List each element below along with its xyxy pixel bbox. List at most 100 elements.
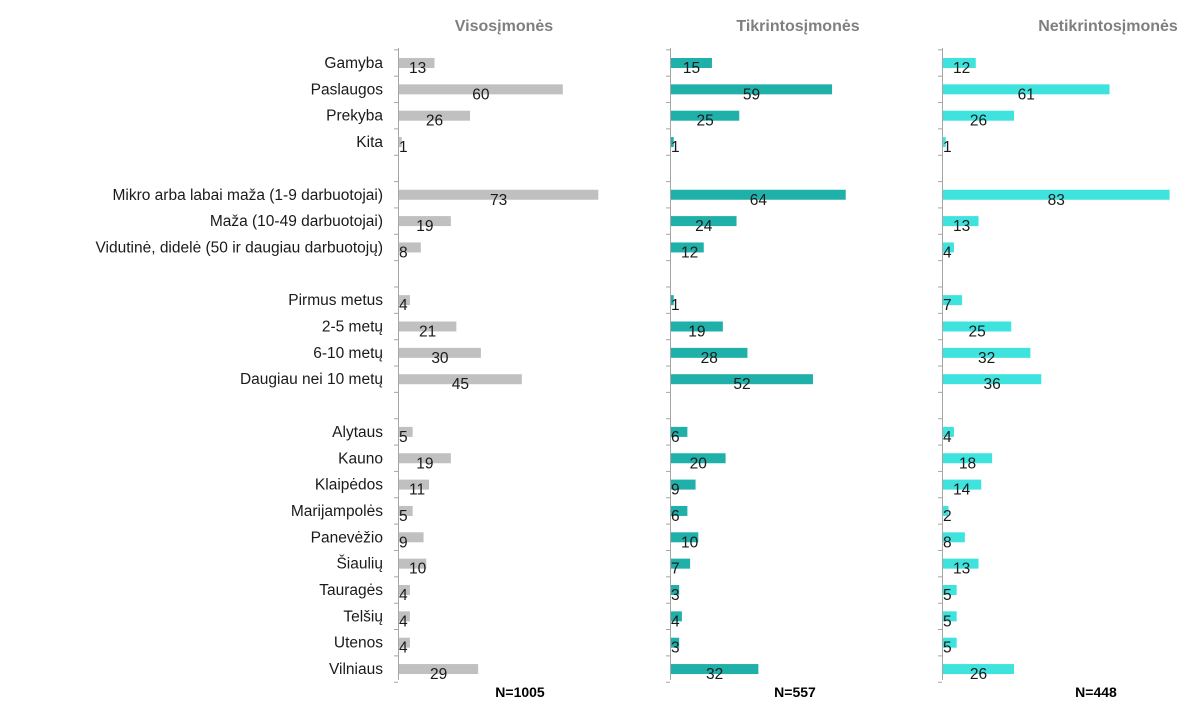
data-label-1-vilniaus: 29: [430, 666, 447, 683]
data-label-2-telsiu: 4: [671, 613, 680, 630]
data-label-1-daugiau-nei-10-metu: 45: [452, 376, 469, 393]
data-label-2-prekyba: 25: [697, 113, 714, 130]
bar-3-panevezio: [943, 532, 965, 543]
bar-2-marijampoles: [671, 505, 688, 516]
bar-3-daugiau-nei-10-metu: [943, 374, 1042, 385]
bar-1-vilniaus: [399, 664, 479, 675]
data-label-2-paslaugos: 59: [743, 86, 760, 103]
bar-3-maza-10-49-darbuotojai: [943, 216, 979, 227]
category-label-alytaus: Alytaus: [332, 424, 383, 441]
data-label-2-utenos: 3: [671, 640, 680, 657]
data-label-3-pirmus-metus: 7: [943, 297, 952, 314]
bar-1-2-5-metu: [399, 321, 457, 332]
data-label-2-panevezio: 10: [681, 534, 699, 551]
bar-1-maza-10-49-darbuotojai: [399, 216, 451, 227]
data-label-1-maza-10-49-darbuotojai: 19: [416, 218, 433, 235]
data-label-2-daugiau-nei-10-metu: 52: [733, 376, 750, 393]
data-label-3-panevezio: 8: [943, 534, 952, 551]
bar-2-klaipedos: [671, 479, 696, 490]
bar-1-gamyba: [399, 58, 435, 68]
data-label-3-marijampoles: 2: [943, 508, 952, 525]
bar-1-alytaus: [399, 426, 413, 437]
data-label-2-kauno: 20: [690, 455, 708, 472]
category-label-mikro-arba-labai-maza-1-9-darbuotojai: Mikro arba labai maža (1-9 darbuotojai): [112, 187, 383, 204]
data-label-1-kauno: 19: [416, 455, 433, 472]
data-label-1-gamyba: 13: [409, 60, 426, 77]
data-label-2-6-10-metu: 28: [701, 350, 718, 367]
bar-2-kauno: [671, 453, 726, 464]
bar-2-alytaus: [671, 426, 688, 437]
bar-1-kita: [399, 137, 402, 148]
bar-3-alytaus: [943, 426, 954, 437]
bar-3-mikro-arba-labai-maza-1-9-darbuotojai: [943, 189, 1170, 200]
bar-2-prekyba: [671, 110, 740, 121]
bar-1-marijampoles: [399, 505, 413, 516]
category-label-marijampoles: Marijampolės: [291, 503, 383, 520]
bar-3-taurages: [943, 585, 957, 595]
bar-2-taurages: [671, 585, 680, 595]
bar-1-daugiau-nei-10-metu: [399, 374, 522, 385]
bar-2-maza-10-49-darbuotojai: [671, 216, 737, 227]
data-label-1-marijampoles: 5: [399, 508, 408, 525]
bar-1-paslaugos: [399, 84, 563, 95]
panel-3-n-label: N=448: [1075, 684, 1117, 700]
bar-1-6-10-metu: [399, 347, 481, 358]
data-label-3-alytaus: 4: [943, 429, 952, 446]
bar-1-panevezio: [399, 532, 424, 543]
bar-2-telsiu: [671, 611, 682, 622]
bar-1-taurages: [399, 585, 410, 595]
data-label-1-pirmus-metus: 4: [399, 297, 408, 314]
data-label-3-6-10-metu: 32: [978, 350, 995, 367]
bar-3-telsiu: [943, 611, 957, 622]
data-label-1-paslaugos: 60: [472, 86, 490, 103]
data-label-1-6-10-metu: 30: [431, 350, 449, 367]
bar-2-panevezio: [671, 532, 699, 543]
data-label-1-panevezio: 9: [399, 534, 408, 551]
data-label-2-gamyba: 15: [683, 60, 700, 77]
data-label-1-mikro-arba-labai-maza-1-9-darbuotojai: 73: [490, 192, 507, 209]
bar-3-2-5-metu: [943, 321, 1012, 332]
bar-3-prekyba: [943, 110, 1014, 121]
category-label-daugiau-nei-10-metu: Daugiau nei 10 metų: [240, 371, 383, 388]
category-label-vilniaus: Vilniaus: [329, 661, 383, 678]
bar-3-gamyba: [943, 58, 976, 68]
bar-2-2-5-metu: [671, 321, 723, 332]
category-label-kita: Kita: [356, 134, 383, 151]
category-label-kauno: Kauno: [338, 450, 383, 467]
data-label-3-2-5-metu: 25: [969, 324, 986, 341]
data-label-2-alytaus: 6: [671, 429, 680, 446]
data-label-3-paslaugos: 61: [1018, 86, 1035, 103]
bar-2-mikro-arba-labai-maza-1-9-darbuotojai: [671, 189, 846, 200]
bar-2-siauliu: [671, 558, 691, 569]
data-label-3-daugiau-nei-10-metu: 36: [984, 376, 1001, 393]
category-label-klaipedos: Klaipėdos: [315, 477, 383, 494]
data-label-2-maza-10-49-darbuotojai: 24: [695, 218, 713, 235]
data-label-3-utenos: 5: [943, 640, 952, 657]
data-label-1-klaipedos: 11: [409, 482, 425, 499]
data-label-1-siauliu: 10: [409, 561, 427, 578]
category-label-prekyba: Prekyba: [326, 108, 383, 125]
bar-2-vidutine-didele-50-ir-daugiau-darbuotoju: [671, 242, 704, 253]
bar-3-6-10-metu: [943, 347, 1031, 358]
bar-3-vilniaus: [943, 664, 1014, 675]
bar-1-siauliu: [399, 558, 427, 569]
panel-2-n-label: N=557: [774, 684, 816, 700]
bar-1-mikro-arba-labai-maza-1-9-darbuotojai: [399, 189, 599, 200]
data-label-3-siauliu: 13: [953, 561, 970, 578]
category-label-utenos: Utenos: [334, 635, 383, 652]
data-label-2-taurages: 3: [671, 587, 680, 604]
data-label-1-alytaus: 5: [399, 429, 408, 446]
data-label-1-vidutine-didele-50-ir-daugiau-darbuotoju: 8: [399, 244, 408, 261]
category-label-taurages: Tauragės: [319, 582, 383, 599]
bar-1-utenos: [399, 637, 410, 648]
panel-1-title: Visosįmonės: [455, 18, 554, 35]
bar-2-gamyba: [671, 58, 712, 68]
data-label-1-2-5-metu: 21: [419, 324, 436, 341]
bar-2-paslaugos: [671, 84, 833, 95]
data-label-3-vidutine-didele-50-ir-daugiau-darbuotoju: 4: [943, 244, 952, 261]
bar-2-vilniaus: [671, 664, 759, 675]
category-label-2-5-metu: 2-5 metų: [322, 319, 383, 336]
panel-2-title: Tikrintosįmonės: [736, 18, 859, 35]
category-label-telsiu: Telšių: [343, 608, 383, 625]
